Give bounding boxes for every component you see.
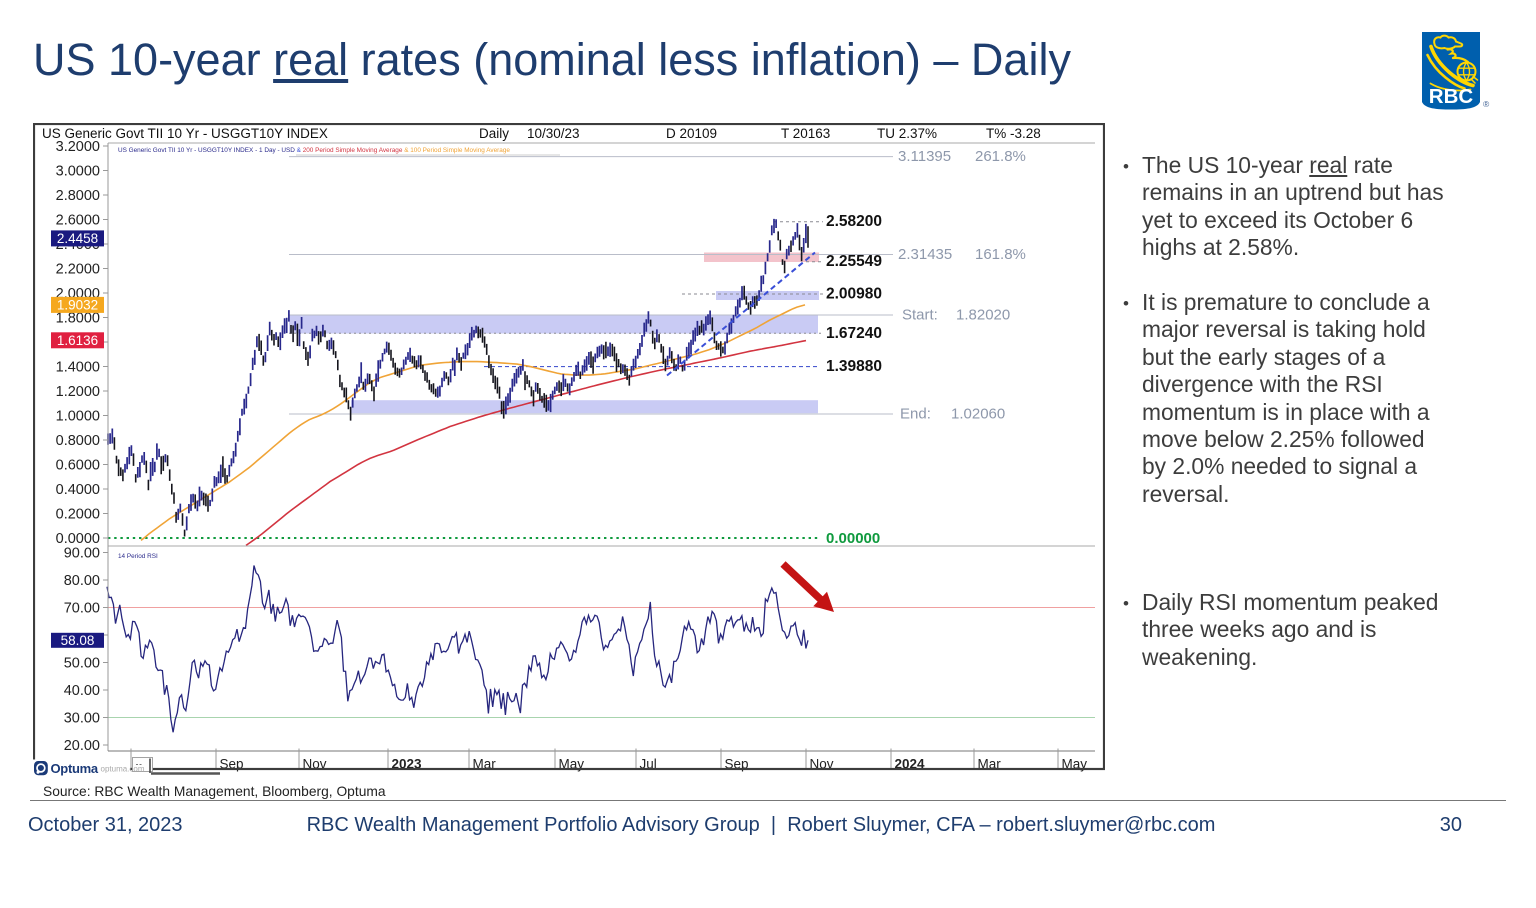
svg-text:2.58200: 2.58200: [826, 213, 882, 230]
svg-text:1.39880: 1.39880: [826, 358, 882, 375]
svg-text:0.0000: 0.0000: [56, 531, 100, 547]
svg-text:Mar: Mar: [473, 757, 497, 772]
svg-text:US Generic Govt TII 10 Yr - US: US Generic Govt TII 10 Yr - USGGT10Y IND…: [42, 126, 328, 141]
svg-text:261.8%: 261.8%: [975, 148, 1026, 165]
svg-text:Nov: Nov: [303, 757, 327, 772]
svg-text:0.6000: 0.6000: [56, 458, 100, 474]
svg-text:2.25549: 2.25549: [826, 253, 882, 270]
svg-text:May: May: [559, 757, 585, 772]
svg-text:2.00980: 2.00980: [826, 286, 882, 303]
svg-text:1.67240: 1.67240: [826, 325, 882, 342]
svg-text:50.00: 50.00: [64, 656, 100, 672]
svg-text:End:: End:: [900, 406, 931, 423]
svg-text:2.8000: 2.8000: [56, 188, 100, 204]
svg-text:80.00: 80.00: [64, 573, 100, 589]
svg-text:®: ®: [1483, 99, 1490, 109]
svg-text:Start:: Start:: [902, 307, 938, 324]
svg-text:Mar: Mar: [978, 757, 1002, 772]
svg-text:30.00: 30.00: [64, 711, 100, 727]
svg-text:2024: 2024: [895, 757, 926, 772]
svg-text:1.6136: 1.6136: [57, 333, 98, 348]
svg-text:Jul: Jul: [640, 757, 657, 772]
svg-text:3.2000: 3.2000: [56, 139, 100, 155]
svg-text:0.4000: 0.4000: [56, 482, 100, 498]
svg-text:T% -3.28: T% -3.28: [986, 126, 1041, 141]
svg-text:58.08: 58.08: [61, 633, 95, 648]
svg-text:2.6000: 2.6000: [56, 213, 100, 229]
svg-text:0.8000: 0.8000: [56, 433, 100, 449]
svg-text:3.11395: 3.11395: [898, 148, 951, 165]
svg-text:1.8000: 1.8000: [56, 311, 100, 327]
svg-text:Nov: Nov: [810, 757, 834, 772]
svg-text:2.31435: 2.31435: [898, 246, 952, 263]
svg-text:1.4000: 1.4000: [56, 360, 100, 376]
svg-text:2023: 2023: [392, 757, 423, 772]
svg-text:3.0000: 3.0000: [56, 164, 100, 180]
svg-text:Daily: Daily: [479, 126, 509, 141]
svg-text:10/30/23: 10/30/23: [527, 126, 580, 141]
svg-text:161.8%: 161.8%: [975, 246, 1026, 263]
svg-text:0.00000: 0.00000: [826, 530, 880, 547]
svg-text:2.2000: 2.2000: [56, 262, 100, 278]
svg-text:TU 2.37%: TU 2.37%: [877, 126, 937, 141]
svg-text:RBC: RBC: [1429, 85, 1474, 108]
svg-text:2.4458: 2.4458: [57, 231, 98, 246]
svg-text:Sep: Sep: [220, 757, 244, 772]
svg-text:90.00: 90.00: [64, 546, 100, 562]
svg-text:1.9032: 1.9032: [57, 297, 98, 312]
svg-text:1.2000: 1.2000: [56, 384, 100, 400]
svg-text:70.00: 70.00: [64, 601, 100, 617]
svg-text:0.2000: 0.2000: [56, 507, 100, 523]
svg-text:Optuma: Optuma: [51, 761, 99, 776]
svg-text:20.00: 20.00: [64, 738, 100, 754]
svg-text:May: May: [1062, 757, 1088, 772]
svg-text:optuma.com: optuma.com: [101, 765, 145, 774]
svg-text:US Generic Govt TII 10 Yr - US: US Generic Govt TII 10 Yr - USGGT10Y IND…: [118, 147, 510, 154]
svg-text:D 20109: D 20109: [666, 126, 717, 141]
svg-text:1.0000: 1.0000: [56, 409, 100, 425]
svg-text:Sep: Sep: [725, 757, 749, 772]
svg-text:40.00: 40.00: [64, 683, 100, 699]
svg-text:T 20163: T 20163: [781, 126, 830, 141]
svg-text:14 Period RSI: 14 Period RSI: [118, 553, 158, 560]
svg-text:1.82020: 1.82020: [956, 307, 1010, 324]
svg-text:1.02060: 1.02060: [951, 406, 1005, 423]
